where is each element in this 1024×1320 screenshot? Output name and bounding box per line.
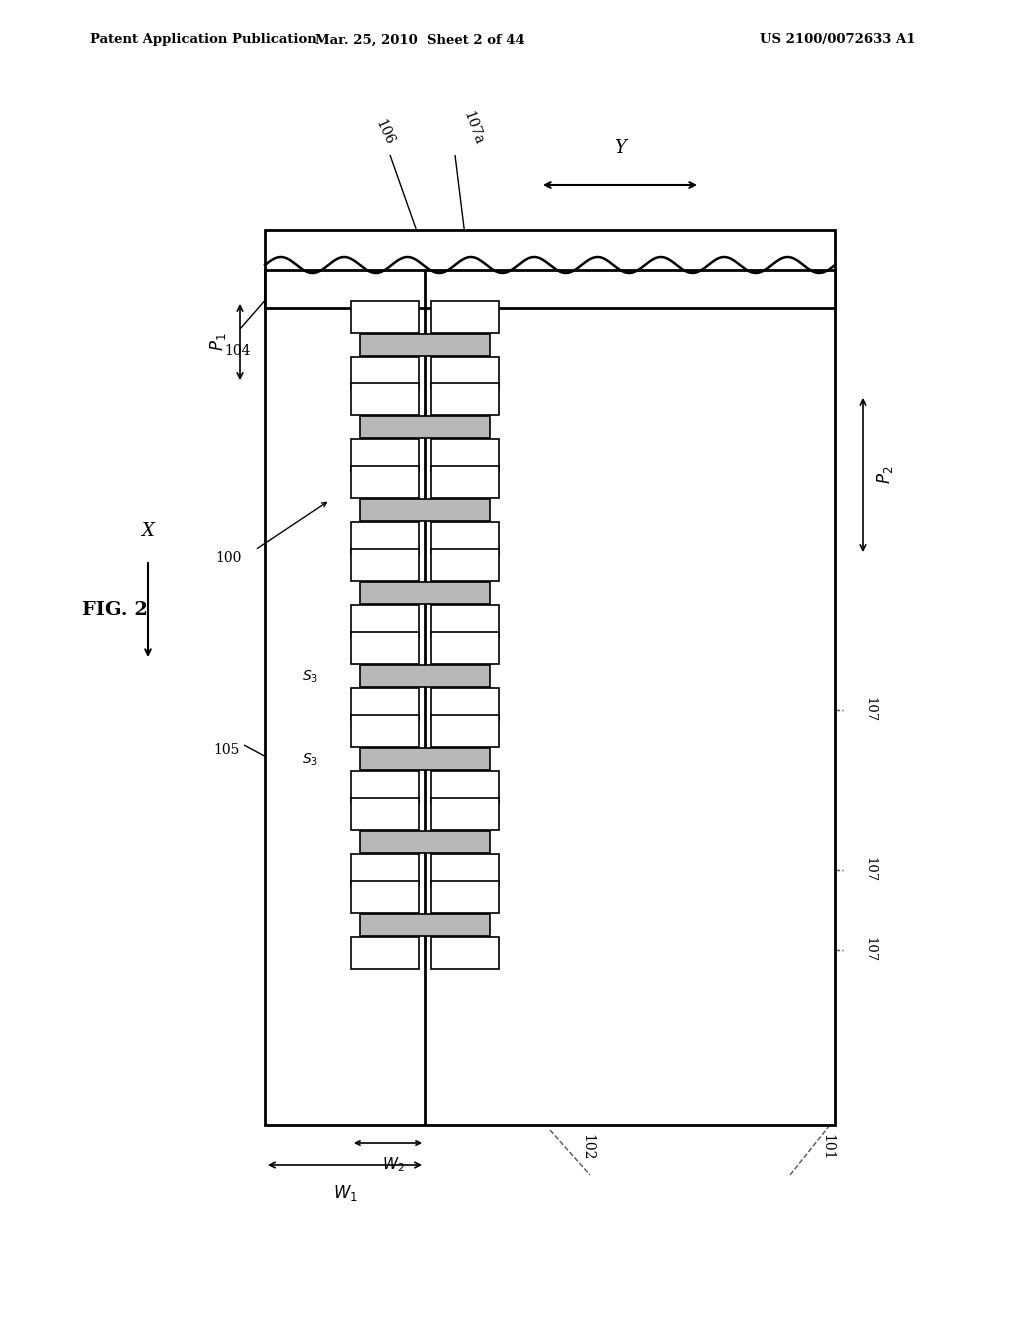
Bar xyxy=(360,665,490,686)
Bar xyxy=(351,854,419,886)
Text: 107: 107 xyxy=(863,858,876,883)
Bar xyxy=(360,913,490,936)
Bar xyxy=(351,880,419,913)
Bar xyxy=(360,499,490,521)
Bar xyxy=(265,271,835,308)
Text: US 2100/0072633 A1: US 2100/0072633 A1 xyxy=(760,33,915,46)
Bar xyxy=(351,771,419,803)
Text: 102: 102 xyxy=(580,1134,594,1160)
Bar xyxy=(360,334,490,356)
Bar xyxy=(351,632,419,664)
Bar xyxy=(431,880,499,913)
Bar xyxy=(431,521,499,554)
Text: Y: Y xyxy=(614,139,626,157)
Bar xyxy=(431,440,499,471)
Text: $W_2$: $W_2$ xyxy=(382,1155,404,1175)
Bar xyxy=(431,605,499,638)
Bar xyxy=(360,582,490,605)
Text: $S_3$: $S_3$ xyxy=(302,669,318,685)
Bar xyxy=(351,549,419,581)
Bar xyxy=(351,440,419,471)
Bar xyxy=(351,301,419,333)
Text: Mar. 25, 2010  Sheet 2 of 44: Mar. 25, 2010 Sheet 2 of 44 xyxy=(315,33,525,46)
Bar xyxy=(351,356,419,389)
Text: FIG. 2: FIG. 2 xyxy=(82,601,147,619)
Text: 106: 106 xyxy=(373,117,397,147)
Bar xyxy=(431,771,499,803)
Bar xyxy=(431,799,499,830)
Bar xyxy=(351,383,419,414)
Text: 100: 100 xyxy=(216,550,242,565)
Bar xyxy=(351,937,419,969)
Text: 104: 104 xyxy=(224,345,251,358)
Text: $S_3$: $S_3$ xyxy=(302,752,318,768)
Bar xyxy=(431,688,499,719)
Bar xyxy=(351,605,419,638)
Bar xyxy=(431,383,499,414)
Bar xyxy=(360,416,490,438)
Bar xyxy=(431,715,499,747)
Bar xyxy=(360,748,490,770)
Text: 107: 107 xyxy=(863,697,876,722)
Text: 107: 107 xyxy=(863,937,876,962)
Bar xyxy=(351,715,419,747)
Bar xyxy=(351,466,419,498)
Text: $W_1$: $W_1$ xyxy=(333,1183,357,1203)
Text: Patent Application Publication: Patent Application Publication xyxy=(90,33,316,46)
Bar xyxy=(351,521,419,554)
Text: $P_1$: $P_1$ xyxy=(208,333,228,351)
Bar xyxy=(431,937,499,969)
Bar xyxy=(431,356,499,389)
Bar xyxy=(431,301,499,333)
Bar xyxy=(431,854,499,886)
Bar xyxy=(431,466,499,498)
Text: X: X xyxy=(141,521,155,540)
Bar xyxy=(351,688,419,719)
Text: $P_2$: $P_2$ xyxy=(874,466,895,484)
Text: 105: 105 xyxy=(214,743,240,756)
Bar xyxy=(431,632,499,664)
Text: 101: 101 xyxy=(820,1134,834,1160)
Bar xyxy=(360,832,490,853)
Bar xyxy=(431,549,499,581)
Bar xyxy=(265,230,835,1125)
Bar xyxy=(351,799,419,830)
Text: 107a: 107a xyxy=(460,110,485,147)
